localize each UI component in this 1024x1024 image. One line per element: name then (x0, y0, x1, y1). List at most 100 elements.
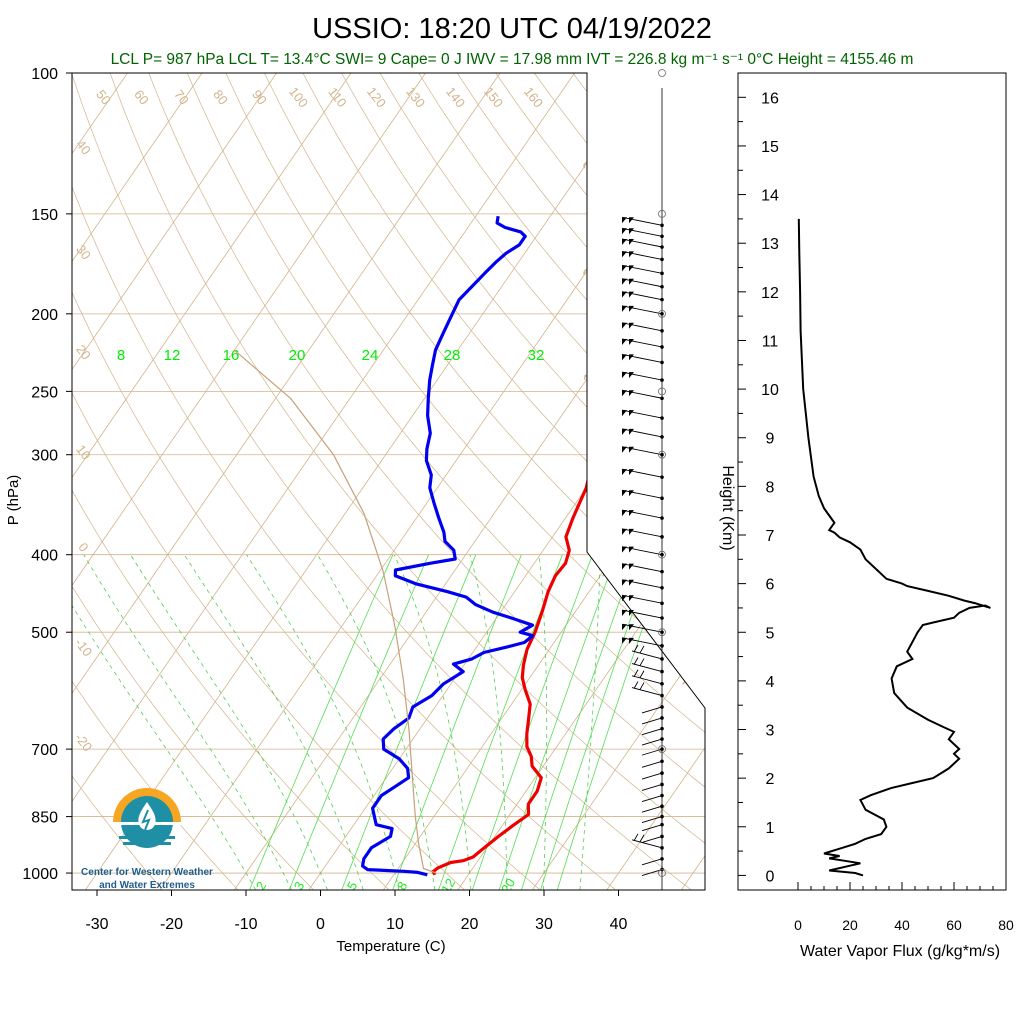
wind-barb-shaft (621, 563, 663, 573)
mixing-ratio-label: 16 (223, 347, 240, 364)
wind-barb-pennant (622, 278, 627, 285)
wind-station-dot (660, 657, 664, 661)
y-tick-label: 150 (31, 207, 58, 224)
flux-axis-label: Water Vapor Flux (g/kg*m/s) (800, 943, 1000, 960)
wind-calm-circle (658, 450, 666, 459)
isotherm-line (531, 73, 705, 890)
mixing-ratio-line (249, 554, 394, 890)
chart-title: USSIO: 18:20 UTC 04/19/2022 (312, 13, 712, 45)
isotherm-line (606, 73, 705, 890)
wind-barb-pennant (629, 228, 634, 235)
wind-barb-shaft (641, 795, 663, 802)
dry-adiabat (379, 73, 705, 890)
wind-barb-shaft (621, 528, 663, 538)
wind-barb-shaft (621, 238, 663, 248)
wind-barb-pennant (622, 251, 627, 258)
mixing-ratio-line (341, 554, 477, 890)
wind-barb-pennant (629, 354, 634, 361)
x-tick-label: 30 (535, 916, 553, 933)
mixing-ratio-label: 32 (528, 347, 545, 364)
wind-station-dot (660, 257, 664, 262)
wind-barb-pennant (622, 546, 627, 553)
y-tick-label: 200 (31, 307, 58, 324)
wind-barb-pennant (622, 305, 627, 312)
skewt-frame (71, 72, 706, 891)
wind-barb-shaft (621, 509, 663, 519)
wind-barb-shaft (631, 650, 663, 660)
wind-barb-shaft (641, 738, 663, 746)
theta-label: 60 (131, 87, 152, 108)
y-tick-label: 300 (31, 448, 58, 465)
logo-text-line-1: Center for Western Weather (81, 867, 213, 878)
wind-barb-flag (633, 669, 639, 678)
y-tick-label: 1000 (22, 866, 58, 883)
wind-station-dot (660, 857, 664, 861)
isotherm-line (457, 73, 705, 890)
height-tick-label: 2 (766, 771, 775, 788)
wind-station-dot (660, 693, 664, 698)
flux-tick-label: 80 (998, 917, 1014, 933)
dry-adiabat (72, 73, 692, 890)
wind-barb-shaft (641, 836, 663, 843)
wind-barb-pennant (629, 579, 634, 586)
wind-barb-shaft (621, 623, 663, 633)
wind-barb-pennant (622, 528, 627, 535)
height-axis-label: Height (Km) (719, 465, 736, 550)
wind-barb-pennant (629, 265, 634, 272)
wind-barb-shaft (621, 546, 663, 556)
wind-barb-pennant (622, 490, 627, 497)
wind-barb-shaft (621, 446, 663, 456)
wind-calm-circle (658, 69, 666, 77)
mixing-ratio-label: 8 (117, 347, 125, 364)
wind-barb-pennant (629, 563, 634, 570)
wind-barb-pennant (622, 322, 627, 329)
wind-barb-pennant (622, 595, 627, 602)
mixing-ratio-label: 2 (253, 879, 270, 893)
wind-barb-shaft (641, 805, 663, 813)
wind-barb-shaft (641, 858, 663, 866)
wind-barb-pennant (629, 322, 634, 329)
height-tick-label: 15 (761, 139, 779, 156)
mixing-ratio-label: 12 (164, 347, 181, 364)
dry-adiabat (72, 73, 465, 890)
logo-text-line-2: and Water Extremes (99, 880, 195, 891)
wind-station-dot (660, 726, 664, 731)
wind-station-dot (660, 804, 664, 809)
wind-calm-circle (658, 869, 666, 877)
mixing-ratio-label: 8 (394, 879, 411, 893)
height-tick-label: 0 (766, 868, 775, 885)
wind-barb-pennant (622, 637, 627, 644)
wind-barb-pennant (622, 624, 627, 631)
wind-barb-pennant (622, 338, 627, 345)
theta-label: 150 (481, 84, 506, 110)
wind-barb-shaft (631, 839, 663, 849)
wind-barb-pennant (629, 624, 634, 631)
wind-calm-circle (658, 628, 666, 637)
height-tick-label: 3 (766, 723, 775, 740)
wind-barb-shaft (621, 489, 663, 499)
isotherm-line (159, 73, 705, 890)
mixing-ratio-label: 28 (444, 347, 461, 364)
wind-station-dot (660, 312, 664, 316)
wind-barb-pennant (629, 610, 634, 617)
wind-barb-pennant (629, 637, 634, 644)
wind-calm-circle (658, 550, 666, 559)
wind-barb-pennant (622, 469, 627, 476)
wind-barb-pennant (629, 305, 634, 312)
height-tick-label: 12 (761, 285, 779, 302)
height-tick-label: 8 (766, 479, 775, 496)
wind-barb-flag (639, 834, 645, 843)
y-axis-label: P (hPa) (5, 475, 22, 526)
wind-barb-shaft (641, 824, 663, 832)
height-tick-label: 13 (761, 236, 779, 253)
flux-frame (737, 72, 1007, 891)
isotherm-side-label: 20 (579, 256, 609, 286)
wind-barb-shaft (631, 675, 663, 685)
flux-tick-label: 20 (842, 917, 858, 933)
wind-barb-pennant (629, 278, 634, 285)
wind-barb-pennant (622, 372, 627, 379)
wind-station-dot (660, 396, 664, 401)
wind-station-dot (660, 759, 664, 764)
mixing-ratio-label: 12 (438, 876, 458, 896)
